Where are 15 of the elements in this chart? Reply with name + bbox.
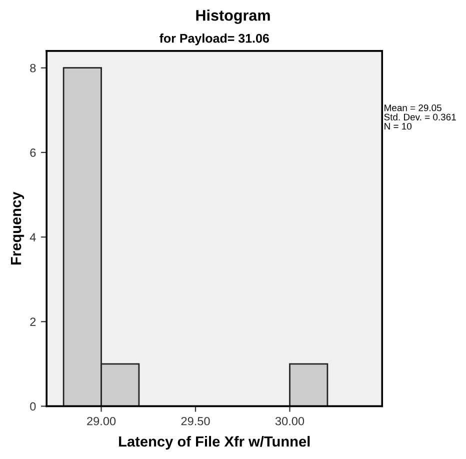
x-tick-label: 29.50 [181,416,210,426]
text: Mean = 29.05 [384,104,442,112]
chart-subtitle: for Payload= 31.06 [160,34,269,46]
y-tick-label: 8 [30,64,36,72]
y-tick-label: 0 [30,402,36,411]
y-tick-label: 4 [30,233,36,242]
x-tick-label: 29.00 [87,416,116,426]
y-tick-label: 2 [30,318,36,326]
text: Std. Dev. = 0.361 [384,113,456,120]
y-axis-title: Frequency [11,192,24,264]
x-axis-title: Latency of File Xfr w/Tunnel [119,436,310,450]
text: N = 10 [384,122,412,130]
x-tick-label: 30.00 [275,416,304,426]
y-tick-label: 6 [30,148,36,157]
chart-title: Histogram [196,10,270,24]
